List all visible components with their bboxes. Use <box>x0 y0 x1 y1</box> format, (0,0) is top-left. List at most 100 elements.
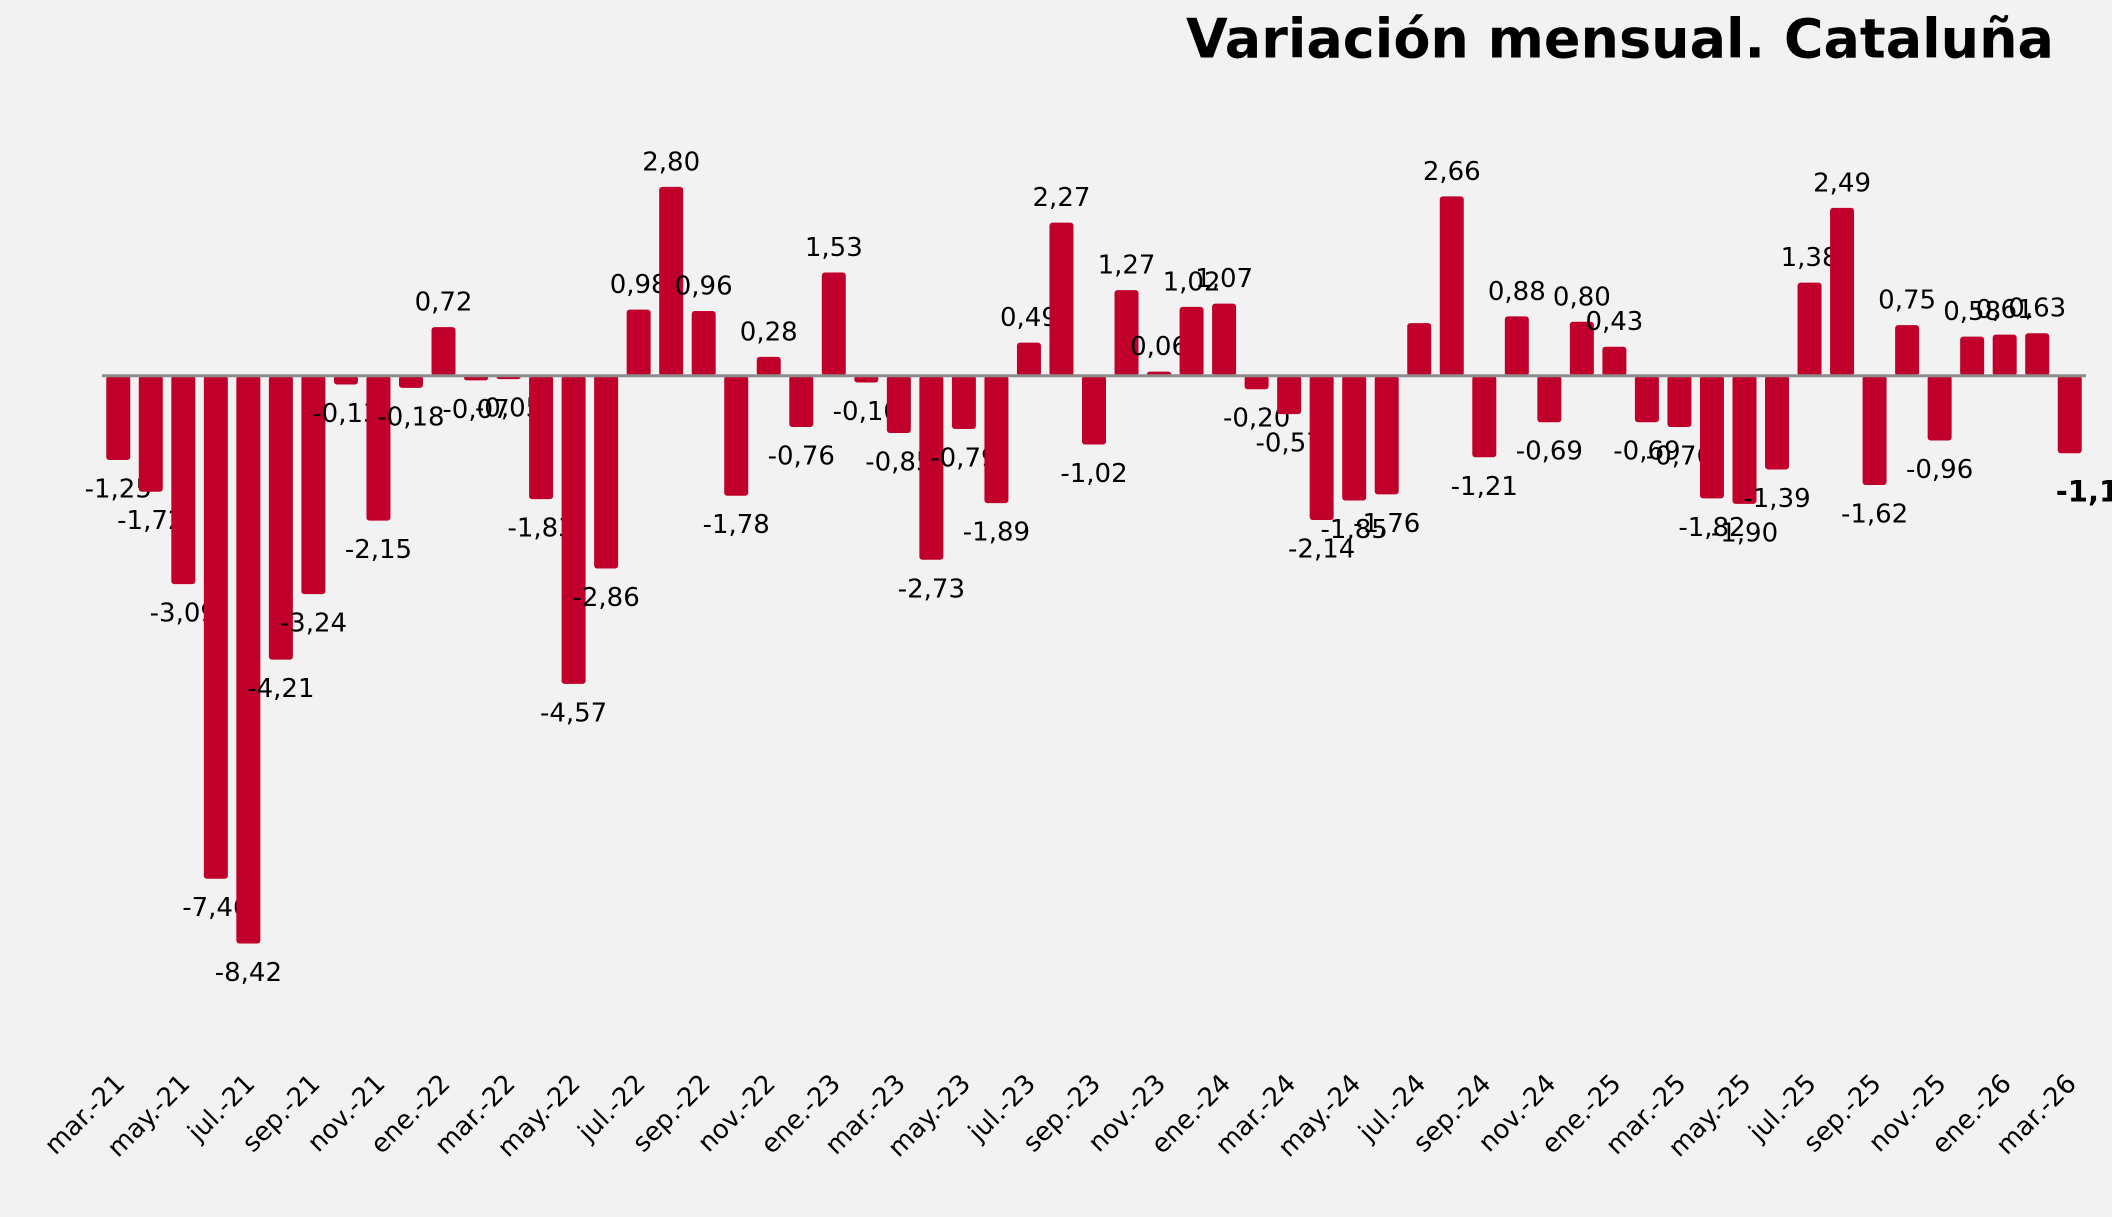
bar <box>919 375 944 560</box>
bar <box>203 375 228 879</box>
value-label: -1,15 <box>2056 474 2112 508</box>
bar <box>1472 375 1497 458</box>
bar <box>659 186 684 376</box>
value-label: -0,18 <box>377 402 444 432</box>
value-label: 0,49 <box>1000 303 1058 333</box>
bar <box>529 375 554 500</box>
value-label: 0,75 <box>1878 286 1936 316</box>
bar <box>106 375 131 460</box>
bar <box>1342 375 1367 501</box>
value-label: 1,27 <box>1098 251 1156 281</box>
value-label: 0,72 <box>415 288 473 318</box>
bar <box>724 375 749 496</box>
bar <box>1537 375 1562 423</box>
value-label: -1,85 <box>1321 515 1388 545</box>
bar <box>1082 375 1106 445</box>
bar <box>301 375 326 595</box>
value-label: -8,42 <box>215 958 282 988</box>
bar <box>1765 375 1790 470</box>
bar <box>1602 346 1627 376</box>
value-label: 2,80 <box>642 147 700 177</box>
value-label: -0,69 <box>1613 437 1680 467</box>
value-label: -0,07 <box>442 395 509 425</box>
value-label: -4,21 <box>247 674 314 704</box>
bar <box>1179 306 1204 376</box>
bar <box>1830 207 1855 376</box>
bar <box>171 375 196 585</box>
value-label: -2,73 <box>898 574 965 604</box>
bar <box>1309 375 1334 521</box>
bar <box>1504 316 1529 376</box>
value-label: -2,15 <box>345 535 412 565</box>
bar <box>1277 375 1302 415</box>
value-label: -1,90 <box>1711 518 1778 548</box>
bar <box>626 309 651 376</box>
value-label: -1,21 <box>1451 472 1518 502</box>
bar <box>398 375 423 388</box>
bar <box>431 327 456 376</box>
value-label: 0,58 <box>1943 297 2001 327</box>
bar <box>236 375 261 944</box>
bar <box>1927 375 1952 441</box>
bar <box>821 272 846 376</box>
value-label: 0,80 <box>1553 282 1611 312</box>
bar <box>1895 325 1920 376</box>
bar <box>1374 375 1399 495</box>
value-label: -2,14 <box>1288 535 1355 565</box>
bar <box>1212 303 1237 376</box>
value-label: 0,98 <box>610 270 668 300</box>
bar <box>1634 375 1659 423</box>
bar <box>2025 333 2050 376</box>
chart-title: Variación mensual. Cataluña <box>1186 8 2054 71</box>
bar <box>691 310 716 376</box>
bar <box>1699 375 1724 499</box>
bar <box>2057 375 2082 454</box>
bar <box>1667 375 1692 427</box>
value-label: 1,07 <box>1195 264 1253 294</box>
bar <box>1439 196 1464 376</box>
bar <box>1732 375 1757 504</box>
value-label: -1,02 <box>1060 459 1127 489</box>
bar <box>756 356 781 376</box>
bar <box>1407 323 1432 376</box>
value-label: -1,76 <box>1353 509 1420 539</box>
value-label: -0,69 <box>1516 437 1583 467</box>
value-label: -1,78 <box>703 510 770 540</box>
bar <box>886 375 911 434</box>
value-label: -1,82 <box>1678 513 1745 543</box>
value-label: -0,96 <box>1906 455 1973 485</box>
value-label: 0,28 <box>740 317 798 347</box>
bar <box>1114 290 1139 376</box>
value-label: 0,43 <box>1585 307 1643 337</box>
bar <box>333 375 358 385</box>
bar <box>561 375 586 684</box>
bar <box>1016 342 1041 376</box>
bar <box>366 375 391 521</box>
bar <box>1049 222 1074 376</box>
bar <box>1960 336 1985 376</box>
bar <box>789 375 814 427</box>
value-label: -3,24 <box>280 609 347 639</box>
bar <box>594 375 619 569</box>
value-label: 0,96 <box>675 271 733 301</box>
bar <box>1797 282 1822 376</box>
value-label: 0,61 <box>1976 295 2034 325</box>
value-label: 1,53 <box>805 233 863 263</box>
bar <box>951 375 976 429</box>
bar <box>138 375 163 492</box>
value-label: 0,06 <box>1130 332 1188 362</box>
value-label: 0,88 <box>1488 277 1546 307</box>
bar <box>1569 321 1594 376</box>
bar <box>1862 375 1887 485</box>
value-label: -1,39 <box>1743 484 1810 514</box>
value-label: -4,57 <box>540 698 607 728</box>
value-label: -2,86 <box>572 583 639 613</box>
value-label: -1,62 <box>1841 499 1908 529</box>
value-label: 2,49 <box>1813 168 1871 198</box>
bar <box>1244 375 1269 390</box>
value-label: 1,38 <box>1781 243 1839 273</box>
bar <box>1992 334 2017 376</box>
bar <box>268 375 293 660</box>
value-label: 1,02 <box>1163 267 1221 297</box>
